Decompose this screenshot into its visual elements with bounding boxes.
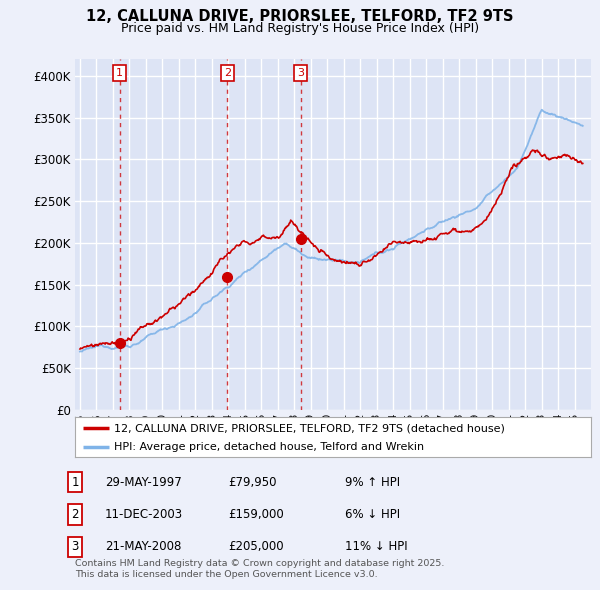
Text: 11-DEC-2003: 11-DEC-2003 [105, 508, 183, 521]
Text: 12, CALLUNA DRIVE, PRIORSLEE, TELFORD, TF2 9TS (detached house): 12, CALLUNA DRIVE, PRIORSLEE, TELFORD, T… [114, 424, 505, 434]
Text: 3: 3 [71, 540, 79, 553]
Text: 6% ↓ HPI: 6% ↓ HPI [345, 508, 400, 521]
Text: £205,000: £205,000 [228, 540, 284, 553]
Text: £159,000: £159,000 [228, 508, 284, 521]
Text: 29-MAY-1997: 29-MAY-1997 [105, 476, 182, 489]
Text: 2: 2 [71, 508, 79, 521]
Text: 11% ↓ HPI: 11% ↓ HPI [345, 540, 407, 553]
Text: £79,950: £79,950 [228, 476, 277, 489]
Text: 1: 1 [71, 476, 79, 489]
Text: HPI: Average price, detached house, Telford and Wrekin: HPI: Average price, detached house, Telf… [114, 442, 424, 452]
Text: 1: 1 [116, 68, 123, 78]
Text: 2: 2 [224, 68, 231, 78]
Text: 3: 3 [297, 68, 304, 78]
Text: 9% ↑ HPI: 9% ↑ HPI [345, 476, 400, 489]
Text: 21-MAY-2008: 21-MAY-2008 [105, 540, 181, 553]
Text: Contains HM Land Registry data © Crown copyright and database right 2025.
This d: Contains HM Land Registry data © Crown c… [75, 559, 445, 579]
Text: Price paid vs. HM Land Registry's House Price Index (HPI): Price paid vs. HM Land Registry's House … [121, 22, 479, 35]
Text: 12, CALLUNA DRIVE, PRIORSLEE, TELFORD, TF2 9TS: 12, CALLUNA DRIVE, PRIORSLEE, TELFORD, T… [86, 9, 514, 24]
